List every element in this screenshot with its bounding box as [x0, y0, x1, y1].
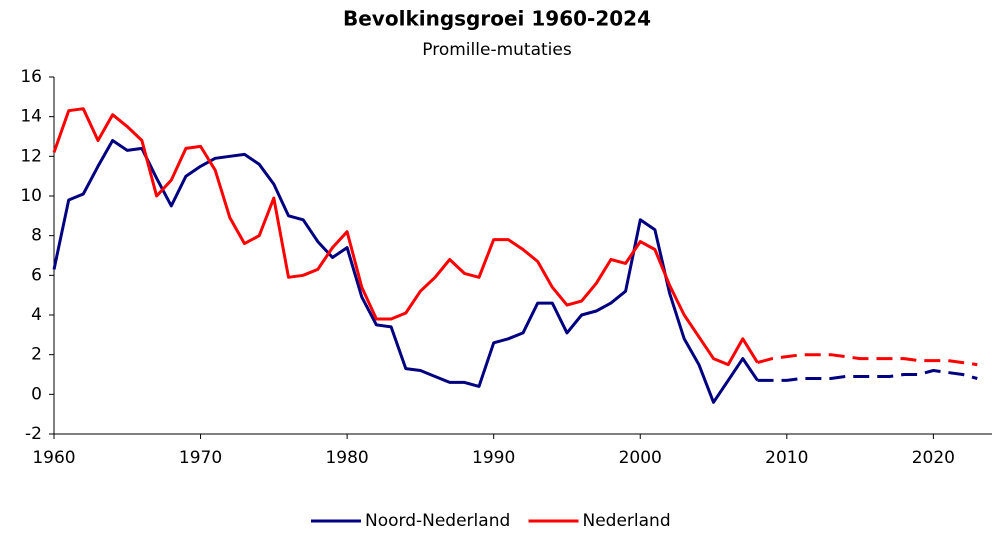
- chart-subtitle: Promille-mutaties: [422, 40, 572, 60]
- y-tick-label: 4: [31, 305, 42, 325]
- y-tick-label: 14: [20, 107, 42, 127]
- legend-label: Noord-Nederland: [365, 511, 510, 531]
- chart-title: Bevolkingsgroei 1960-2024: [343, 7, 651, 31]
- x-tick-label: 1960: [32, 448, 75, 468]
- series-line-dashed: [757, 353, 978, 367]
- x-tick-label: 2020: [912, 448, 955, 468]
- y-tick-label: 2: [31, 345, 42, 365]
- x-tick-label: 1970: [179, 448, 222, 468]
- legend-label: Nederland: [583, 511, 671, 531]
- y-tick-label: 12: [20, 146, 42, 166]
- x-tick-label: 2010: [765, 448, 808, 468]
- y-tick-label: 10: [20, 186, 42, 206]
- series-line: [52, 139, 759, 404]
- y-tick-label: 0: [31, 384, 42, 404]
- y-tick-label: 16: [20, 67, 42, 87]
- y-tick-label: -2: [25, 424, 42, 444]
- series-line-dashed: [757, 369, 978, 382]
- series-line: [52, 107, 759, 367]
- x-tick-label: 2000: [619, 448, 662, 468]
- y-tick-label: 6: [31, 265, 42, 285]
- x-tick-label: 1990: [472, 448, 515, 468]
- x-tick-label: 1980: [325, 448, 368, 468]
- y-tick-label: 8: [31, 226, 42, 246]
